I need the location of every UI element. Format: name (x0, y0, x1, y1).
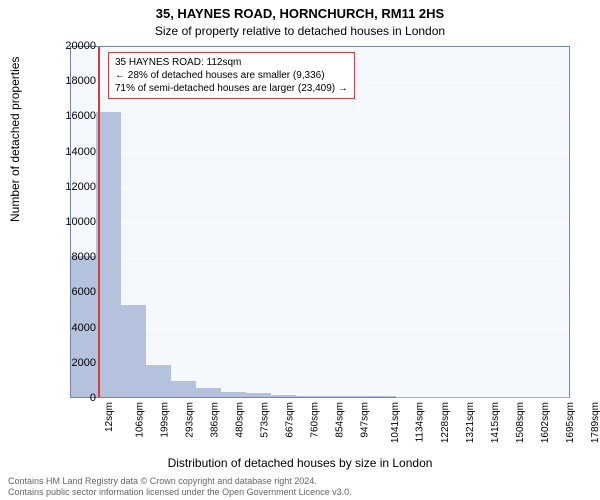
y-tick: 6000 (56, 286, 96, 298)
y-tick: 18000 (56, 75, 96, 87)
gridline (71, 153, 569, 154)
x-tick: 1041sqm (390, 402, 401, 443)
gridline (71, 258, 569, 259)
footer-line1: Contains HM Land Registry data © Crown c… (8, 476, 592, 487)
x-tick: 1508sqm (515, 402, 526, 443)
gridline (71, 293, 569, 294)
gridline (71, 117, 569, 118)
x-tick: 1134sqm (414, 402, 425, 442)
x-tick: 947sqm (360, 402, 371, 438)
annotation-line1: 35 HAYNES ROAD: 112sqm (115, 56, 348, 69)
x-tick: 1321sqm (465, 402, 476, 443)
x-tick: 386sqm (210, 402, 221, 438)
annotation-line2: ← 28% of detached houses are smaller (9,… (115, 69, 348, 82)
histogram-bar (221, 392, 246, 397)
x-tick: 1228sqm (440, 402, 451, 443)
histogram-bar (96, 112, 121, 397)
x-tick: 1789sqm (590, 402, 600, 443)
histogram-bar (246, 393, 271, 397)
y-tick: 8000 (56, 251, 96, 263)
gridline (71, 188, 569, 189)
chart-subtitle: Size of property relative to detached ho… (0, 24, 600, 38)
chart-title: 35, HAYNES ROAD, HORNCHURCH, RM11 2HS (0, 6, 600, 21)
histogram-bar (371, 396, 396, 397)
gridline (71, 399, 569, 400)
x-tick: 667sqm (285, 402, 296, 438)
annotation-line3: 71% of semi-detached houses are larger (… (115, 82, 348, 95)
x-tick: 1695sqm (565, 402, 576, 443)
x-tick: 199sqm (160, 402, 171, 438)
x-tick: 1602sqm (540, 402, 551, 443)
y-tick: 10000 (56, 216, 96, 228)
histogram-bar (346, 396, 371, 397)
highlight-line (98, 47, 100, 397)
y-tick: 4000 (56, 322, 96, 334)
histogram-bar (196, 388, 221, 397)
y-tick: 14000 (56, 146, 96, 158)
gridline (71, 47, 569, 48)
histogram-bar (146, 365, 171, 397)
histogram-bar (296, 396, 321, 397)
histogram-bar (321, 396, 346, 397)
x-tick: 573sqm (260, 402, 271, 438)
x-axis-label: Distribution of detached houses by size … (0, 456, 600, 470)
x-tick: 854sqm (335, 402, 346, 438)
gridline (71, 223, 569, 224)
x-tick: 480sqm (235, 402, 246, 438)
x-tick: 12sqm (104, 402, 115, 432)
x-tick: 106sqm (135, 402, 146, 438)
x-tick: 760sqm (310, 402, 321, 438)
histogram-bar (171, 381, 196, 397)
y-tick: 0 (56, 392, 96, 404)
annotation-box: 35 HAYNES ROAD: 112sqm ← 28% of detached… (108, 52, 355, 99)
x-tick: 293sqm (185, 402, 196, 438)
y-tick: 2000 (56, 357, 96, 369)
y-tick: 16000 (56, 110, 96, 122)
y-tick: 20000 (56, 40, 96, 52)
footer: Contains HM Land Registry data © Crown c… (0, 476, 600, 498)
footer-line2: Contains public sector information licen… (8, 487, 592, 498)
histogram-bar (121, 305, 146, 397)
histogram-bar (271, 395, 296, 397)
y-tick: 12000 (56, 181, 96, 193)
y-axis-label: Number of detached properties (8, 57, 22, 222)
x-tick: 1415sqm (490, 402, 501, 443)
